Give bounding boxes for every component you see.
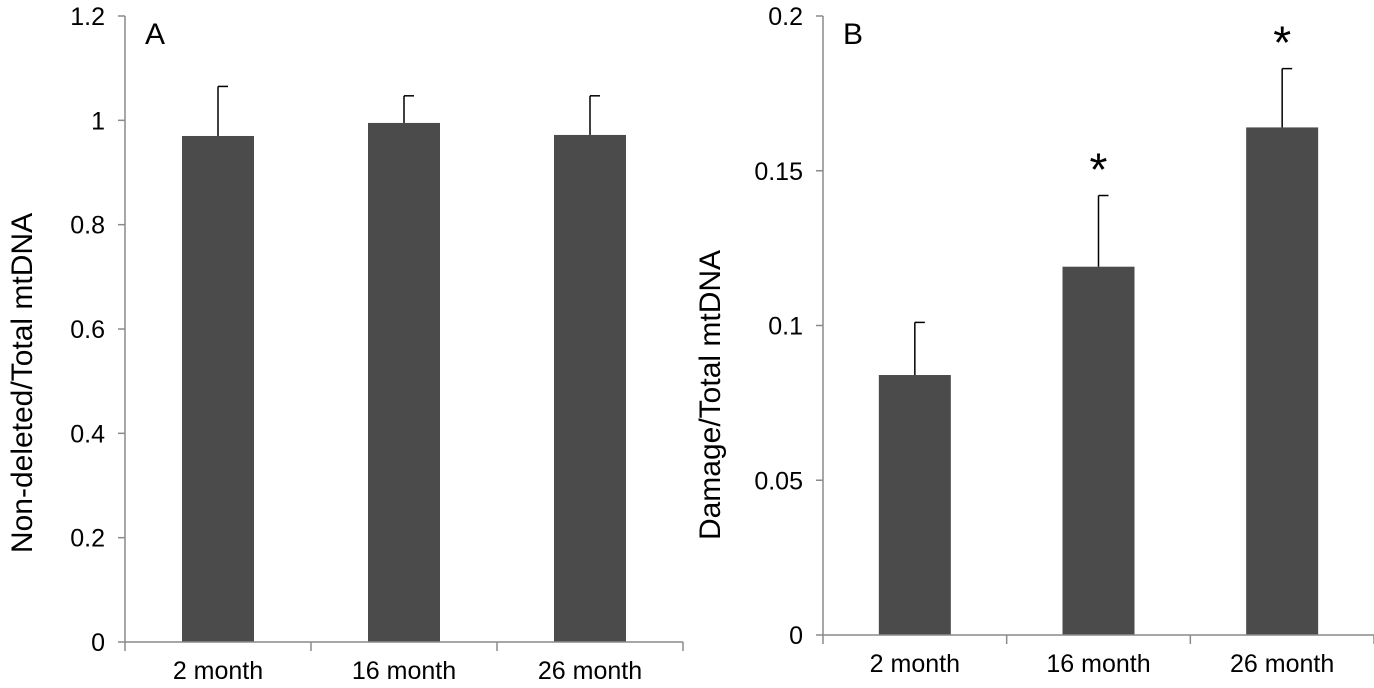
panel-b-x-ticks (822, 635, 1374, 644)
panel-a-y-tick-label: 0.8 (70, 212, 105, 240)
panel-a-category-label: 16 month (352, 657, 456, 685)
panel-b-error-bars (914, 67, 1293, 376)
panel-b-bars (878, 127, 1319, 636)
panel-a-category-labels: 2 month 16 month 26 month (173, 657, 642, 685)
panel-a-bar (368, 122, 440, 643)
panel-b-y-tick-label: 0.05 (754, 467, 803, 495)
panel-b-y-axis-title: Damage/Total mtDNA (694, 250, 727, 540)
panel-b-category-label: 16 month (1046, 650, 1150, 678)
panel-b-bar (1246, 127, 1319, 636)
panel-a-x-ticks (124, 642, 684, 651)
panel-a-bars (182, 122, 626, 643)
panel-b-bar (878, 375, 951, 635)
panel-b-y-tick-label: 0.15 (754, 158, 803, 186)
panel-b-y-tick-label: 0.1 (768, 313, 803, 341)
panel-a-y-tick-label: 0 (91, 629, 105, 657)
panel-a-y-tick-label: 0.6 (70, 316, 105, 344)
panel-a-y-tick-label: 1.2 (70, 3, 105, 31)
panel-b-category-labels: 2 month 16 month 26 month (870, 650, 1335, 678)
panel-a-y-tick-label: 0.4 (70, 420, 105, 448)
panel-a-y-ticks (118, 15, 125, 643)
panel-a-y-axis-title: Non-deleted/Total mtDNA (6, 213, 39, 553)
panel-b-y-tick-labels: 0 0.05 0.1 0.15 0.2 (754, 3, 803, 650)
panel-a-bar (554, 134, 626, 642)
panel-b-letter: B (843, 18, 863, 51)
panel-a-category-label: 26 month (538, 657, 642, 685)
panel-b-significance-marker: * (1273, 17, 1291, 69)
panel-a-y-tick-label: 1 (91, 107, 105, 135)
panel-b-category-label: 2 month (870, 650, 960, 678)
panel-b-y-tick-label: 0.2 (768, 3, 803, 31)
panel-b-category-label: 26 month (1230, 650, 1334, 678)
panel-a-error-bars (217, 85, 600, 136)
panel-b-y-ticks (816, 15, 823, 636)
panel-b-y-tick-label: 0 (789, 622, 803, 650)
panel-b: 00.050.10.150.2 2 month 16 month 26 month … (694, 3, 1374, 678)
panel-a-y-tick-labels: 0 0.2 0.4 0.6 0.8 1 1.2 (70, 3, 105, 657)
panel-a-y-tick-label: 0.2 (70, 525, 105, 553)
panel-b-bar (1062, 266, 1135, 635)
panel-a-bar (182, 135, 254, 642)
panel-a: 0 0.2 0.4 0.6 0.8 1 1.2 2 month 16 month 26 mont… (6, 3, 684, 685)
panel-b-significance-marker: * (1090, 144, 1108, 196)
panel-b-annotations: ** (1090, 17, 1292, 196)
panel-a-category-label: 2 month (173, 657, 263, 685)
panel-a-letter: A (145, 18, 165, 51)
